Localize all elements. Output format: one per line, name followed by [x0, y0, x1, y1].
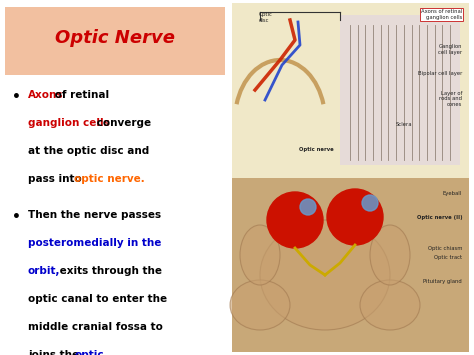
Text: Bipolar cell layer: Bipolar cell layer: [418, 71, 462, 76]
Ellipse shape: [360, 280, 420, 330]
Ellipse shape: [260, 220, 390, 330]
Text: Optic tract: Optic tract: [434, 255, 462, 260]
Text: joins the: joins the: [28, 350, 83, 355]
Text: pass into: pass into: [28, 174, 85, 184]
Text: Optic nerve (II): Optic nerve (II): [417, 215, 462, 220]
Text: posteromedially in the: posteromedially in the: [28, 238, 161, 248]
Ellipse shape: [230, 280, 290, 330]
Text: Eyeball: Eyeball: [443, 191, 462, 196]
Text: ganglion cells: ganglion cells: [28, 118, 110, 128]
Text: middle cranial fossa to: middle cranial fossa to: [28, 322, 163, 332]
Text: converge: converge: [93, 118, 151, 128]
Bar: [232, 3, 469, 178]
Text: Axons: Axons: [28, 90, 64, 100]
Text: Pituitary gland: Pituitary gland: [423, 279, 462, 284]
Text: exits through the: exits through the: [56, 266, 162, 276]
Circle shape: [267, 192, 323, 248]
Text: Optic nerve: Optic nerve: [299, 147, 333, 152]
Text: orbit,: orbit,: [28, 266, 61, 276]
Circle shape: [327, 189, 383, 245]
Text: Axons of retinal
ganglion cells: Axons of retinal ganglion cells: [421, 9, 462, 20]
Text: optic canal to enter the: optic canal to enter the: [28, 294, 167, 304]
Text: •: •: [12, 90, 21, 104]
Text: Then the nerve passes: Then the nerve passes: [28, 210, 161, 220]
Text: at the optic disc and: at the optic disc and: [28, 146, 149, 156]
Bar: [340, 15, 460, 165]
Text: Optic Nerve: Optic Nerve: [55, 29, 175, 47]
Text: Ganglion
cell layer: Ganglion cell layer: [438, 44, 462, 55]
Text: Layer of
rods and
cones: Layer of rods and cones: [439, 91, 462, 107]
Text: Optic
disc: Optic disc: [258, 12, 272, 23]
Text: Optic chiasm: Optic chiasm: [428, 246, 462, 251]
Text: of retinal: of retinal: [51, 90, 109, 100]
Ellipse shape: [370, 225, 410, 285]
Text: Sclera: Sclera: [396, 122, 412, 127]
Bar: [5, 7, 225, 75]
Bar: [232, 178, 469, 352]
Ellipse shape: [240, 225, 280, 285]
Circle shape: [300, 199, 316, 215]
Circle shape: [362, 195, 378, 211]
Text: •: •: [12, 210, 21, 224]
Text: optic nerve.: optic nerve.: [74, 174, 145, 184]
Text: optic: optic: [74, 350, 104, 355]
